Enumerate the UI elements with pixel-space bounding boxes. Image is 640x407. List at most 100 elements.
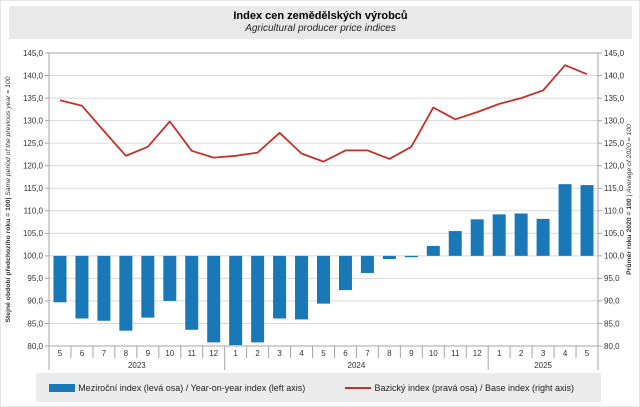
right-axis-tick-label: 105,0 — [604, 229, 625, 238]
left-axis-tick-label: 85,0 — [27, 319, 43, 328]
right-axis-tick-label: 120,0 — [604, 161, 625, 170]
bar — [514, 213, 528, 256]
right-axis-title-english: | Average of 2020 = 100 — [626, 124, 633, 199]
bar — [404, 255, 418, 258]
chart-subtitle: Agricultural producer price indices — [245, 23, 396, 34]
bar — [558, 184, 572, 256]
bar — [536, 218, 550, 256]
right-axis-tick-label: 140,0 — [604, 71, 625, 80]
month-label: 8 — [124, 349, 129, 358]
bar — [448, 231, 462, 256]
plot-border — [48, 52, 599, 347]
base-index-line — [59, 64, 588, 163]
month-label: 9 — [146, 349, 151, 358]
left-axis-tick-label: 100,0 — [23, 252, 44, 261]
bar — [251, 255, 265, 343]
right-axis-tick-label: 90,0 — [604, 297, 620, 306]
bar — [207, 255, 221, 343]
month-label: 8 — [387, 349, 392, 358]
left-axis-tick-label: 105,0 — [23, 229, 44, 238]
month-label: 2 — [519, 349, 524, 358]
right-axis-tick-label: 110,0 — [604, 207, 624, 216]
left-axis-tick-label: 145,0 — [23, 49, 44, 58]
month-label: 1 — [233, 349, 238, 358]
line-series-swatch-icon — [345, 386, 372, 389]
month-label: 3 — [277, 349, 282, 358]
left-axis-tick-label: 135,0 — [23, 94, 44, 103]
bar — [317, 255, 330, 304]
month-label: 4 — [563, 349, 568, 358]
left-axis-tick-label: 120,0 — [23, 161, 44, 170]
bar — [338, 255, 352, 291]
right-axis-tick-label: 125,0 — [604, 139, 625, 148]
month-label: 12 — [473, 349, 482, 358]
bar-series-swatch-icon — [49, 383, 76, 392]
bar — [382, 255, 396, 260]
year-label: 2024 — [348, 361, 366, 370]
month-label: 10 — [429, 349, 438, 358]
right-axis-tick-label: 115,0 — [604, 184, 624, 193]
chart-legend: Meziroční index (levá osa) / Year-on-yea… — [36, 373, 601, 402]
month-label: 11 — [188, 349, 197, 358]
bar — [53, 255, 67, 303]
bar — [295, 255, 309, 320]
legend-item-bar-series: Meziroční index (levá osa) / Year-on-yea… — [36, 383, 319, 393]
bar — [97, 255, 111, 321]
bar — [163, 255, 177, 301]
right-axis-tick-label: 130,0 — [604, 116, 625, 125]
bar — [360, 255, 374, 273]
bar — [492, 214, 506, 256]
month-label: 7 — [365, 349, 370, 358]
month-label: 5 — [321, 349, 326, 358]
right-axis-title-czech: Průměr roku 2020 = 100 — [626, 198, 633, 275]
legend-bar-label: Meziroční index (levá osa) / Year-on-yea… — [78, 382, 306, 393]
month-label: 5 — [585, 349, 590, 358]
left-axis-title-czech: Stejné období předchozího roku = 100| — [5, 197, 12, 323]
left-axis-tick-label: 90,0 — [27, 297, 43, 306]
left-axis-tick-label: 80,0 — [27, 342, 43, 351]
month-label: 4 — [299, 349, 304, 358]
right-axis-tick-label: 80,0 — [604, 342, 620, 351]
month-label: 12 — [209, 349, 218, 358]
right-axis-tick-label: 85,0 — [604, 319, 620, 328]
right-axis-tick-label: 100,0 — [604, 252, 625, 261]
right-axis-title: Průměr roku 2020 = 100 | Average of 2020… — [626, 53, 638, 346]
month-label: 11 — [451, 349, 460, 358]
month-label: 6 — [80, 349, 85, 358]
month-label: 9 — [409, 349, 414, 358]
bar — [426, 245, 440, 256]
year-label: 2023 — [128, 361, 146, 370]
bar — [470, 219, 484, 256]
chart-header: Index cen zemědělských výrobců Agricultu… — [9, 6, 632, 39]
left-axis-title-english: Same period of the previous year = 100 — [5, 76, 12, 198]
year-label: 2025 — [534, 361, 552, 370]
right-axis-tick-label: 145,0 — [604, 49, 625, 58]
right-axis-tick-label: 95,0 — [604, 274, 620, 283]
bar — [75, 255, 89, 319]
left-axis-tick-label: 110,0 — [24, 207, 44, 216]
month-label: 6 — [343, 349, 348, 358]
month-label: 3 — [541, 349, 546, 358]
legend-line-label: Bazický index (pravá osa) / Base index (… — [374, 382, 575, 393]
bar — [580, 185, 594, 256]
left-axis-tick-label: 115,0 — [24, 184, 44, 193]
left-axis-tick-label: 125,0 — [23, 139, 44, 148]
bar — [273, 255, 287, 319]
month-label: 7 — [102, 349, 107, 358]
chart-title: Index cen zemědělských výrobců — [233, 10, 408, 22]
month-label: 1 — [497, 349, 502, 358]
left-axis-tick-label: 140,0 — [23, 71, 44, 80]
month-label: 5 — [58, 349, 63, 358]
month-label: 2 — [255, 349, 260, 358]
legend-item-line-series: Bazický index (pravá osa) / Base index (… — [319, 383, 602, 393]
left-axis-title: Stejné období předchozího roku = 100| Sa… — [5, 53, 17, 346]
month-label: 10 — [165, 349, 174, 358]
bar — [185, 255, 199, 330]
right-axis-tick-label: 135,0 — [604, 94, 625, 103]
left-axis-tick-label: 130,0 — [23, 116, 44, 125]
bar — [229, 255, 243, 346]
bar — [141, 255, 155, 318]
bar — [119, 255, 133, 331]
